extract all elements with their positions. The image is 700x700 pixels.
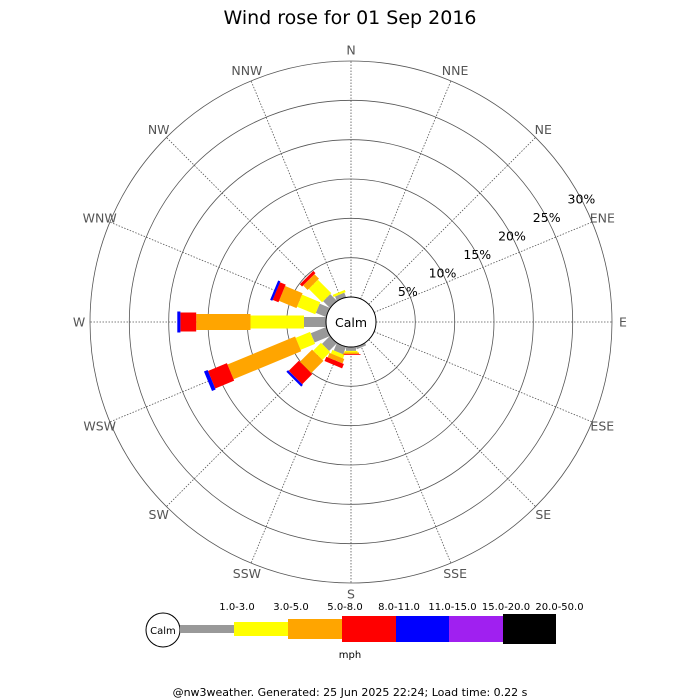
range-ring-30 <box>89 60 613 584</box>
spoke-ne <box>368 137 536 305</box>
direction-label-wnw: WNW <box>83 210 117 225</box>
direction-label-se: SE <box>535 507 551 522</box>
ring-label-25: 25% <box>533 210 561 225</box>
ring-label-5: 5% <box>398 284 418 299</box>
legend-label-4: 11.0-15.0 <box>428 602 476 613</box>
bar-wnw-bin-2 <box>279 286 303 309</box>
spoke-se <box>368 339 536 507</box>
direction-label-sw: SW <box>149 507 169 522</box>
legend-label-6: 20.0-50.0 <box>535 602 583 613</box>
ring-label-20: 20% <box>498 228 526 243</box>
direction-label-ne: NE <box>535 122 552 137</box>
direction-label-nw: NW <box>148 122 170 137</box>
direction-label-ese: ESE <box>590 419 614 434</box>
legend-swatch-3 <box>342 616 396 642</box>
ring-label-30: 30% <box>568 192 596 207</box>
bar-s-bin-0 <box>346 347 356 351</box>
bar-w-bin-1 <box>250 315 304 329</box>
bar-wsw-bin-3 <box>207 363 235 389</box>
spoke-nnw <box>250 80 342 300</box>
direction-labels: N NNE NE ENE E ESE SE SSE S SSW SW WSW W WNW NW NNW <box>73 43 627 602</box>
bar-nnw-bin-0 <box>335 292 347 301</box>
bar-s-bin-1 <box>344 350 358 353</box>
wind-bars <box>177 270 367 391</box>
footer-text: @nw3weather. Generated: 25 Jun 2025 22:2… <box>173 686 528 699</box>
bar-wsw-bin-2 <box>227 336 302 380</box>
chart-title: Wind rose for 01 Sep 2016 <box>223 7 476 29</box>
bar-nnw-bin-1 <box>332 289 346 298</box>
bar-wsw-bin-0 <box>310 326 330 343</box>
legend-label-5: 15.0-20.0 <box>482 602 530 613</box>
bar-ssw-bin-2 <box>327 352 345 364</box>
bar-sw-bin-1 <box>313 342 331 360</box>
bar-w-bin-0 <box>304 317 326 327</box>
bar-wnw-bin-4 <box>270 280 281 301</box>
legend-swatch-6 <box>503 614 556 644</box>
bar-sse-bin-0 <box>355 343 367 350</box>
bar-sw-bin-4 <box>286 370 303 387</box>
spoke-ese <box>373 331 593 423</box>
calm-circle <box>325 296 377 348</box>
legend-label-3: 8.0-11.0 <box>378 602 420 613</box>
direction-label-s: S <box>347 587 355 602</box>
bar-nw-bin-3 <box>299 270 316 287</box>
bar-wnw-bin-3 <box>272 282 286 303</box>
bar-s-bin-3 <box>341 354 361 355</box>
spoke-ene <box>373 221 593 313</box>
ring-labels: 5% 10% 15% 20% 25% 30% <box>398 192 596 299</box>
direction-label-nnw: NNW <box>231 63 262 78</box>
legend-calm-label: Calm <box>150 626 176 637</box>
legend-swatch-5 <box>449 616 503 642</box>
bar-ssw-bin-1 <box>330 349 345 359</box>
bar-ssw-bin-3 <box>324 356 344 369</box>
direction-label-wsw: WSW <box>83 419 116 434</box>
direction-label-n: N <box>346 43 355 58</box>
bar-wnw-bin-1 <box>297 294 321 315</box>
bar-sw-bin-3 <box>288 360 313 385</box>
bar-s-bin-2 <box>343 352 359 355</box>
direction-label-ssw: SSW <box>233 566 261 581</box>
spoke-sse <box>360 344 452 564</box>
bar-w-bin-3 <box>180 312 197 332</box>
spoke-ssw <box>250 344 342 564</box>
bar-wsw-bin-1 <box>295 331 316 350</box>
bar-sw-bin-2 <box>299 349 324 374</box>
legend-swatch-4 <box>396 616 449 642</box>
ring-label-15: 15% <box>463 247 491 262</box>
legend-label-0: 1.0-3.0 <box>219 602 254 613</box>
calm-label: Calm <box>335 315 367 330</box>
direction-label-e: E <box>619 315 627 330</box>
legend-swatch-1 <box>234 622 288 636</box>
direction-label-sse: SSE <box>443 566 467 581</box>
legend-unit: mph <box>339 650 361 661</box>
legend-swatch-2 <box>288 619 342 639</box>
legend-label-1: 3.0-5.0 <box>273 602 308 613</box>
bar-nw-bin-0 <box>323 294 337 308</box>
direction-label-ene: ENE <box>590 210 615 225</box>
bar-wnw-bin-0 <box>315 303 330 318</box>
direction-label-w: W <box>73 315 85 330</box>
legend-swatch-0 <box>180 625 234 633</box>
speed-legend: Calm 1.0-3.0 3.0-5.0 5.0-8.0 8.0-11.0 11.0-15… <box>145 602 584 661</box>
ring-label-10: 10% <box>429 265 457 280</box>
direction-label-nne: NNE <box>442 63 469 78</box>
bar-wsw-bin-4 <box>203 370 216 391</box>
spoke-nne <box>360 80 452 300</box>
bar-w-bin-2 <box>196 314 251 330</box>
legend-label-2: 5.0-8.0 <box>327 602 362 613</box>
bar-nw-bin-1 <box>308 279 332 303</box>
bar-w-bin-4 <box>177 311 181 333</box>
range-ring-25 <box>128 99 574 545</box>
bar-nw-bin-2 <box>303 274 319 290</box>
spoke-nw <box>166 137 334 305</box>
